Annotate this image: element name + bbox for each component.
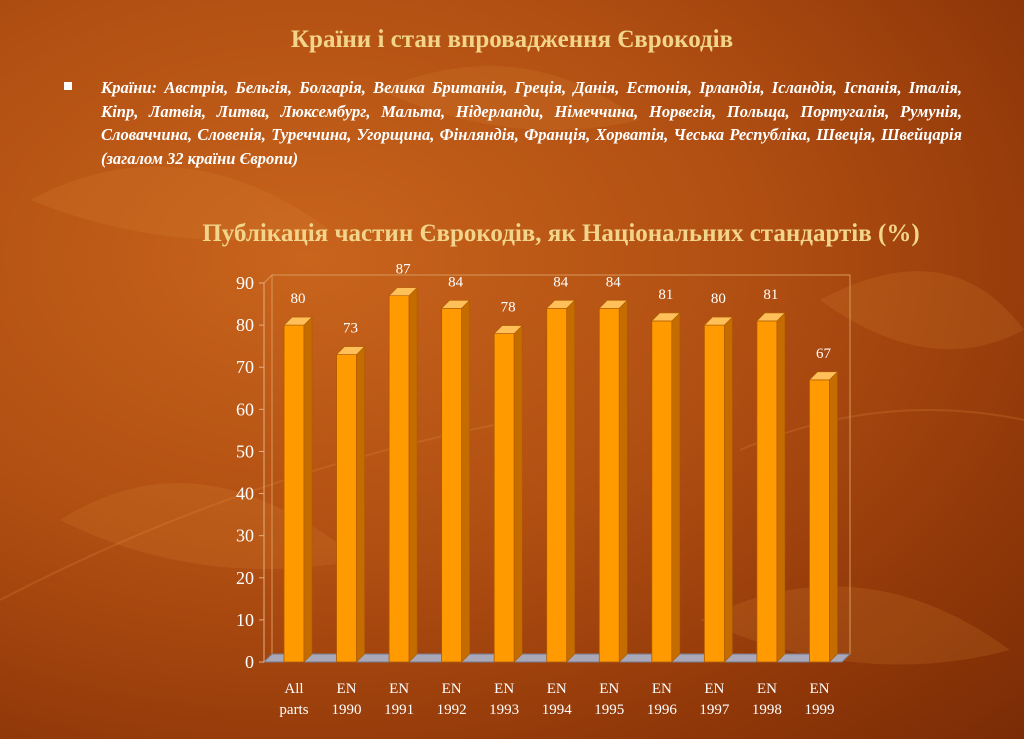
data-label: 73: [343, 321, 358, 337]
bar: [651, 320, 673, 663]
x-tick-label: 1999: [804, 702, 834, 718]
x-tick-label: EN: [704, 681, 724, 697]
y-tick-label: 90: [236, 273, 254, 293]
bar: [441, 307, 463, 663]
y-tick-label: 60: [236, 399, 254, 419]
x-tick-label: 1991: [384, 702, 414, 718]
bar-side: [566, 299, 576, 663]
bar-side: [671, 312, 681, 663]
y-tick-label: 0: [245, 652, 254, 672]
x-tick-label: EN: [809, 681, 829, 697]
bar: [388, 295, 410, 663]
bar: [703, 324, 725, 663]
bar: [809, 379, 830, 663]
y-tick-label: 50: [236, 441, 254, 461]
x-tick-label: 1998: [752, 702, 782, 718]
data-label: 80: [291, 291, 306, 307]
bar-top: [756, 312, 786, 322]
x-tick-label: EN: [442, 681, 462, 697]
countries-list-text: Країни: Австрія, Бельгія, Болгарія, Вели…: [101, 78, 962, 168]
bar-side: [829, 371, 838, 663]
data-label: 78: [501, 300, 516, 316]
data-label: 80: [711, 291, 726, 307]
data-label: 81: [658, 287, 673, 303]
data-label: 87: [396, 262, 412, 278]
x-tick-label: EN: [652, 681, 672, 697]
bar-top: [440, 299, 471, 309]
bar-top: [493, 325, 523, 334]
data-label: 81: [763, 287, 778, 303]
x-tick-label: 1995: [594, 702, 624, 718]
x-tick-label: EN: [757, 681, 777, 697]
x-tick-label: EN: [389, 681, 409, 697]
bullet-square-icon: [64, 82, 72, 90]
bar-side: [408, 286, 418, 663]
plot-side-wall: [263, 273, 273, 664]
x-tick-label: 1997: [699, 702, 730, 718]
bar-side: [618, 299, 628, 663]
bar-top: [335, 346, 366, 355]
x-tick-label: All: [284, 681, 303, 697]
x-tick-label: 1994: [542, 702, 573, 718]
x-tick-label: 1993: [489, 702, 519, 718]
y-tick-label: 70: [236, 357, 254, 377]
x-tick-label: EN: [494, 681, 514, 697]
y-tick-label: 10: [236, 610, 254, 630]
bar-top: [703, 316, 734, 326]
bar-side: [724, 316, 733, 663]
data-label: 84: [553, 274, 569, 290]
bar-side: [461, 299, 470, 663]
bar-top: [651, 312, 681, 322]
x-tick-label: 1992: [437, 702, 467, 718]
x-tick-label: 1990: [332, 702, 362, 718]
data-label: 84: [606, 274, 622, 290]
x-tick-label: EN: [599, 681, 619, 697]
bar: [756, 320, 778, 663]
x-tick-label: EN: [547, 681, 567, 697]
data-label: 84: [448, 274, 464, 290]
bar-top: [598, 299, 628, 309]
bar-top: [808, 371, 839, 381]
y-tick-label: 80: [236, 315, 254, 335]
chart-title: Публікація частин Єврокодів, як Націонал…: [202, 220, 920, 247]
bar: [598, 307, 620, 663]
bar-side: [303, 316, 313, 663]
bar-side: [356, 345, 365, 663]
bar: [336, 354, 357, 663]
bar-top: [283, 316, 313, 326]
y-tick-label: 30: [236, 526, 254, 546]
y-tick-label: 20: [236, 568, 254, 588]
bar-side: [513, 324, 523, 663]
x-tick-label: EN: [337, 681, 357, 697]
y-tick-label: 40: [236, 484, 254, 504]
bar-side: [776, 312, 786, 663]
slide-title: Країни і стан впровадження Єврокодів: [290, 26, 734, 53]
x-tick-label: parts: [279, 702, 308, 718]
bar-top: [546, 299, 576, 309]
bar-top: [388, 287, 418, 296]
bar: [493, 333, 515, 663]
x-tick-label: 1996: [647, 702, 678, 718]
bar: [546, 307, 568, 663]
data-label: 67: [816, 346, 832, 362]
bar: [283, 324, 305, 663]
